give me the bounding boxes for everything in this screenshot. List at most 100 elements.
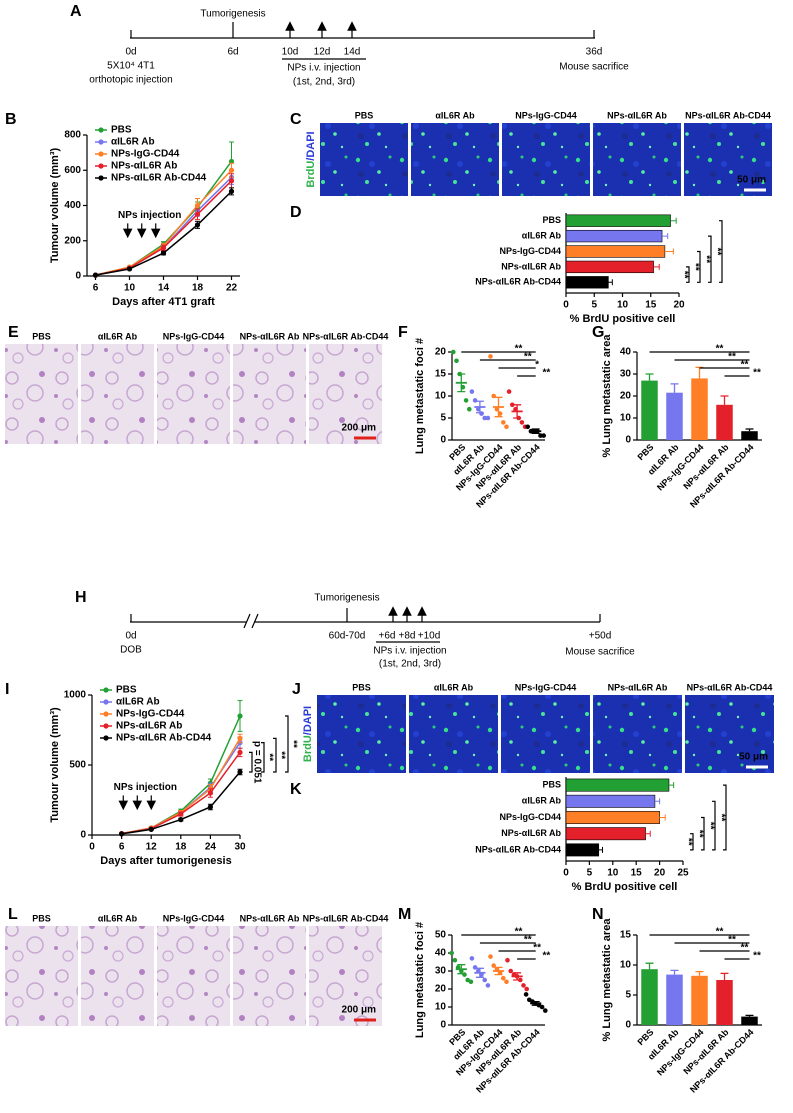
column-label: αIL6R Ab (434, 682, 474, 692)
data-point (452, 957, 458, 963)
comparison-label: ** (287, 740, 298, 748)
error-bar (598, 846, 604, 853)
x-tick-label: 10 (124, 283, 136, 294)
y-tick-label: αIL6R Ab (522, 230, 562, 240)
x-axis-label: % BrdU positive cell (570, 313, 676, 325)
comparison-label: ** (715, 814, 726, 822)
point (178, 817, 184, 823)
error-bar (645, 962, 654, 970)
y-tick-label: PBS (542, 779, 561, 789)
y-axis-label: % Lung metastatic area (601, 334, 613, 458)
x-axis-label: Days after 4T1 graft (112, 296, 215, 308)
y-tick-label: NPs-αIL6R Ab-CD44 (475, 277, 561, 287)
legend-marker (98, 139, 104, 145)
y-axis-label: Lung metastatic foci # (414, 338, 426, 454)
error-bar (695, 970, 704, 976)
column-label: αIL6R Ab (98, 913, 138, 923)
timeline-point: 60d-70d (329, 631, 366, 642)
data-point (501, 975, 506, 981)
column-label: PBS (355, 110, 374, 120)
legend-label: PBS (111, 125, 132, 136)
y-tick-label: 10 (620, 413, 632, 424)
error-bar (659, 814, 666, 821)
comparison-label: ** (711, 248, 722, 256)
timeline-note: NPs i.v. injection (373, 646, 446, 657)
column-label: αIL6R Ab (435, 110, 475, 120)
stain-part: BrdU (305, 161, 317, 188)
x-tick-label: 6 (93, 283, 99, 294)
data-point (454, 358, 459, 364)
data-point (525, 424, 530, 430)
bar (565, 794, 656, 808)
error-bar (457, 964, 466, 975)
comparison-line (701, 816, 705, 851)
error-bar (720, 972, 729, 980)
comparison-label: ** (689, 263, 700, 271)
y-tick-label: 0 (440, 1020, 446, 1031)
micrograph (593, 695, 682, 773)
panel-letter: C (290, 111, 302, 128)
micrograph (233, 344, 306, 444)
column-label: NPs-IgG-CD44 (515, 110, 577, 120)
y-tick-label: PBS (542, 215, 561, 225)
y-tick-label: NPs-αIL6R Ab (501, 828, 561, 838)
timeline-point: 0d (125, 47, 136, 58)
comparison-line (285, 715, 289, 773)
column-label: NPs-αIL6R Ab-CD44 (303, 913, 389, 923)
comparison-label: ** (263, 753, 274, 761)
comparison-label: ** (693, 830, 704, 838)
column-label: PBS (32, 331, 51, 341)
panel-letter: K (290, 781, 302, 798)
error-bar (654, 798, 661, 805)
bar (565, 260, 654, 274)
micrograph (157, 926, 230, 1026)
legend-marker (103, 687, 109, 693)
data-point (501, 420, 506, 425)
x-tick-label: 12 (146, 842, 158, 853)
micrograph (317, 695, 406, 773)
comparison-line (690, 833, 694, 851)
error-bar (531, 428, 540, 435)
point (228, 188, 235, 194)
scale-bar-label: 50 μm (737, 175, 766, 186)
axis-break (251, 613, 259, 629)
bar (565, 276, 609, 289)
timeline-point: 12d (314, 47, 331, 58)
x-tick-label: 6 (119, 842, 125, 853)
comparison-label: ** (515, 927, 523, 938)
y-tick-label: 10 (435, 1002, 447, 1013)
data-point (472, 398, 478, 403)
timeline-note: Mouse sacrifice (559, 62, 629, 73)
bar (716, 980, 733, 1025)
bar (741, 431, 758, 440)
panel-letter: B (5, 111, 17, 128)
comparison-label: ** (678, 271, 689, 279)
column-label: NPs-IgG-CD44 (163, 913, 225, 923)
y-tick-label: NPs-αIL6R Ab (501, 261, 561, 271)
x-tick-label: 0 (563, 868, 569, 879)
bar (666, 392, 683, 440)
y-tick-label: 40 (435, 948, 447, 959)
data-point (469, 956, 475, 961)
comparison-label: ** (716, 927, 724, 938)
micrograph (81, 926, 154, 1026)
comparison-label: ** (700, 255, 711, 263)
comparison-label: ** (682, 838, 693, 846)
x-tick-label: PBS (635, 442, 655, 462)
annotation: NPs injection (118, 210, 181, 221)
column-label: NPs-IgG-CD44 (515, 682, 577, 692)
y-tick-label: 15 (620, 930, 632, 941)
data-point (523, 992, 529, 997)
error-bar (720, 395, 729, 405)
bar (716, 404, 733, 440)
timeline-a: A Tumorigenesis 0d 6d 10d 12d 14d 36d 5X… (70, 3, 629, 87)
data-point (485, 983, 491, 988)
legend-label: NPs-αIL6R Ab (111, 161, 177, 172)
stain-label: BrdU/DAPI (302, 706, 314, 762)
comparison-label: ** (543, 951, 551, 962)
error-bar (494, 966, 503, 976)
comparison-label: ** (728, 352, 736, 363)
y-tick-label: 40 (620, 347, 632, 358)
panel-letter: F (398, 324, 408, 341)
point (237, 735, 243, 742)
